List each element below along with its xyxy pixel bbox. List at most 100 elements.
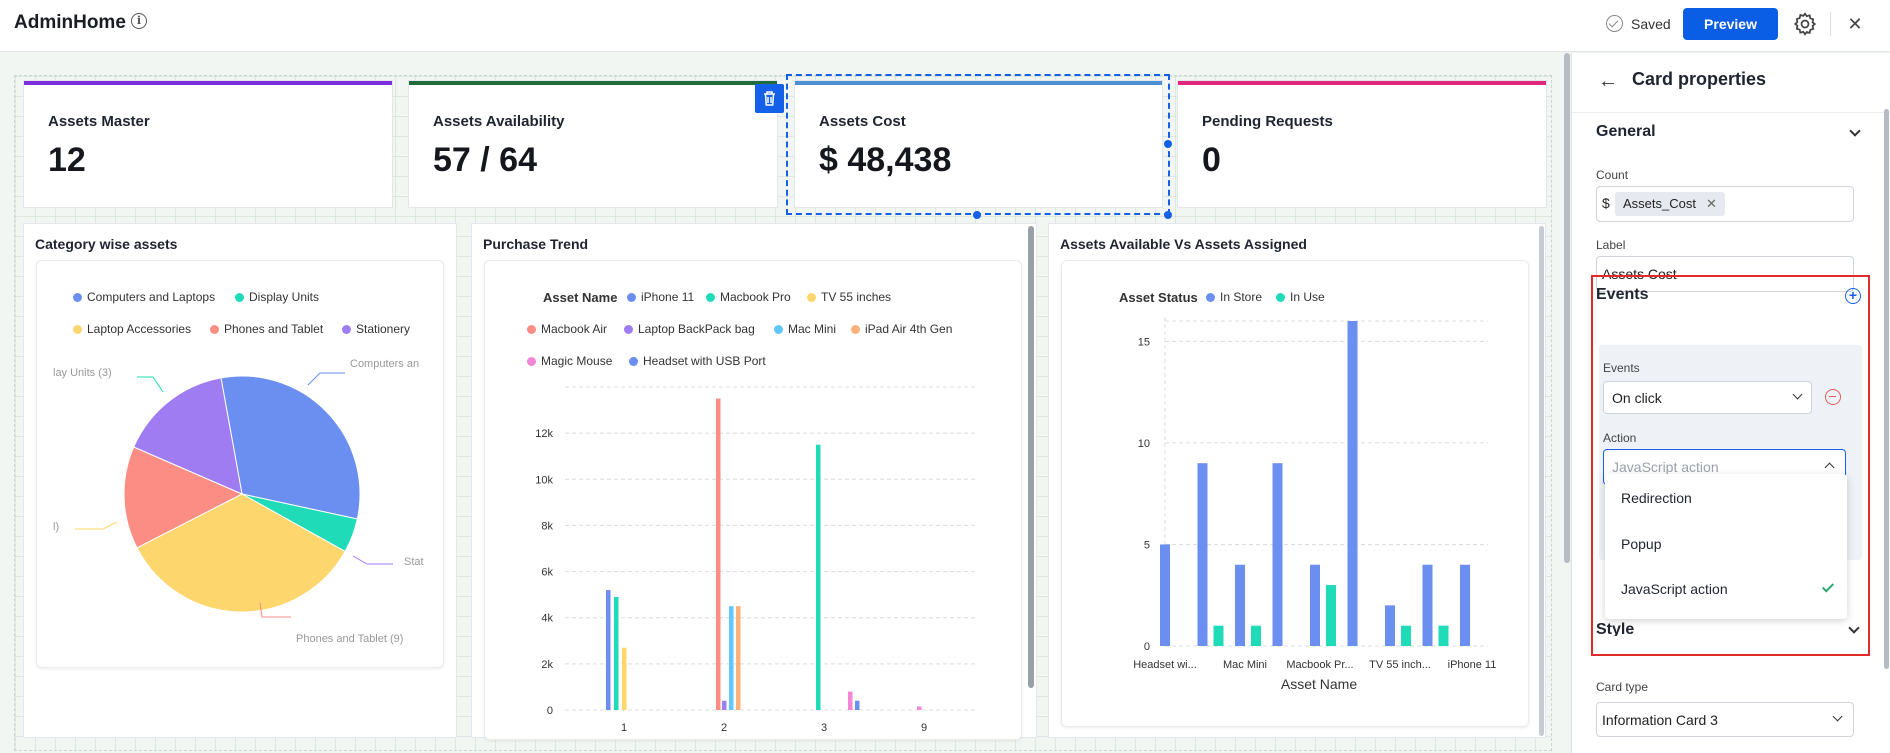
legend-dot	[1276, 292, 1285, 302]
legend-item[interactable]: iPhone 11	[627, 290, 694, 304]
card-value: 0	[1202, 141, 1221, 179]
gear-icon[interactable]	[1792, 11, 1818, 37]
preview-button[interactable]: Preview	[1683, 8, 1778, 40]
bar[interactable]	[917, 706, 922, 710]
bar[interactable]	[1160, 544, 1170, 646]
y-tick-label: 10k	[535, 474, 553, 486]
pie-slice[interactable]	[136, 493, 346, 613]
bar[interactable]	[1438, 625, 1449, 646]
events-section-header[interactable]: Events	[1596, 286, 1649, 303]
legend-dot	[774, 324, 783, 334]
bar[interactable]	[1401, 625, 1411, 646]
bar[interactable]	[1213, 625, 1224, 646]
bar[interactable]	[1326, 585, 1336, 646]
legend-item[interactable]: Phones and Tablet	[210, 322, 323, 336]
chip-remove-icon[interactable]: ✕	[1705, 196, 1717, 211]
legend-item[interactable]: Macbook Pro	[706, 290, 791, 304]
legend-item[interactable]: iPad Air 4th Gen	[851, 322, 952, 336]
close-icon[interactable]: ✕	[1847, 14, 1863, 34]
vertical-scrollbar[interactable]	[1028, 226, 1034, 688]
bar[interactable]	[855, 700, 860, 710]
legend-item[interactable]: Macbook Air	[527, 322, 607, 336]
bar[interactable]	[622, 647, 627, 710]
pie-callout-line	[307, 372, 345, 386]
card-label: Assets Availability	[433, 113, 565, 130]
bar[interactable]	[1197, 463, 1208, 646]
y-tick-label: 2k	[541, 659, 553, 671]
bar[interactable]	[1235, 564, 1245, 646]
bar[interactable]	[716, 398, 721, 710]
legend-item[interactable]: In Store	[1206, 290, 1262, 304]
canvas-scrollbar[interactable]	[1564, 53, 1570, 563]
assets-status-chart: 0 5 10 15 Headset wi... Mac Mini Macbook Pr...…	[1133, 317, 1496, 692]
kpi-card-assets-master[interactable]: Assets Master 12	[23, 80, 393, 208]
menu-item-redirection[interactable]: Redirection	[1621, 490, 1692, 506]
resize-handle-right[interactable]	[1164, 140, 1172, 148]
style-section-header[interactable]: Style	[1596, 621, 1635, 636]
delete-card-button[interactable]	[755, 84, 784, 113]
y-tick-label: 10	[1138, 438, 1150, 450]
label-field[interactable]: Assets Cost	[1596, 256, 1854, 292]
bar[interactable]	[614, 596, 619, 710]
legend-item[interactable]: Stationery	[342, 322, 410, 336]
menu-item-popup[interactable]: Popup	[1621, 536, 1662, 552]
bar[interactable]	[848, 691, 853, 710]
legend-dot	[629, 356, 638, 366]
bar[interactable]	[1422, 564, 1433, 646]
properties-header: ← Card properties	[1572, 53, 1890, 113]
pie-callout-line	[352, 555, 393, 565]
remove-event-minus-icon[interactable]	[1825, 389, 1841, 405]
kpi-card-assets-cost[interactable]: Assets Cost $ 48,438	[794, 80, 1163, 208]
bar[interactable]	[729, 606, 734, 710]
bar[interactable]	[1251, 625, 1261, 646]
bar[interactable]	[606, 590, 611, 710]
chevron-down-icon[interactable]	[1849, 125, 1861, 137]
pie-slice[interactable]	[220, 375, 361, 520]
bar[interactable]	[736, 606, 741, 710]
y-tick-label: 4k	[541, 613, 553, 625]
event-type-value: On click	[1612, 390, 1662, 406]
bar[interactable]	[1347, 321, 1358, 646]
card-value: $ 48,438	[819, 141, 952, 179]
events-label: Events	[1603, 361, 1640, 375]
legend-item[interactable]: Display Units	[235, 290, 319, 304]
bar[interactable]	[722, 700, 727, 710]
general-section-header[interactable]: General	[1596, 123, 1656, 140]
legend-item[interactable]: Magic Mouse	[527, 354, 612, 368]
card-type-select[interactable]: Information Card 3	[1596, 702, 1854, 737]
legend-item[interactable]: Computers and Laptops	[73, 290, 215, 304]
saved-label: Saved	[1631, 15, 1671, 32]
y-tick-label: 12k	[535, 428, 553, 440]
pie-slice[interactable]	[133, 377, 243, 495]
bar[interactable]	[1272, 463, 1283, 646]
legend-item[interactable]: Laptop Accessories	[73, 322, 191, 336]
kpi-card-pending-requests[interactable]: Pending Requests 0	[1177, 80, 1547, 208]
legend-item[interactable]: In Use	[1276, 290, 1325, 304]
resize-handle-corner[interactable]	[1164, 211, 1172, 219]
vertical-scrollbar[interactable]	[1539, 226, 1544, 736]
bar[interactable]	[816, 444, 821, 710]
properties-scrollbar[interactable]	[1884, 109, 1889, 669]
info-icon[interactable]: i	[131, 13, 147, 29]
back-arrow-icon[interactable]: ←	[1598, 70, 1618, 92]
count-field[interactable]: $ Assets_Cost ✕	[1596, 186, 1854, 222]
card-accent-bar	[24, 81, 392, 85]
bar[interactable]	[1460, 564, 1470, 646]
pie-callout-label: Computers an	[350, 358, 419, 370]
chevron-down-icon[interactable]	[1848, 622, 1860, 634]
legend-item[interactable]: Laptop BackPack bag	[624, 322, 755, 336]
x-tick-label: Mac Mini	[1223, 659, 1267, 671]
bar[interactable]	[1310, 564, 1320, 646]
event-type-select[interactable]: On click	[1603, 381, 1812, 414]
bar[interactable]	[1385, 605, 1395, 646]
resize-handle-bottom[interactable]	[973, 211, 981, 219]
kpi-card-assets-availability[interactable]: Assets Availability 57 / 64	[408, 80, 778, 208]
y-tick-label: 5	[1144, 539, 1150, 551]
legend-item[interactable]: Headset with USB Port	[629, 354, 766, 368]
menu-item-javascript-action[interactable]: JavaScript action	[1621, 581, 1728, 597]
pie-slice[interactable]	[123, 446, 244, 549]
legend-item[interactable]: Mac Mini	[774, 322, 836, 336]
add-event-plus-icon[interactable]: +	[1845, 288, 1861, 304]
legend-item[interactable]: TV 55 inches	[807, 290, 891, 304]
legend-dot	[627, 292, 636, 302]
